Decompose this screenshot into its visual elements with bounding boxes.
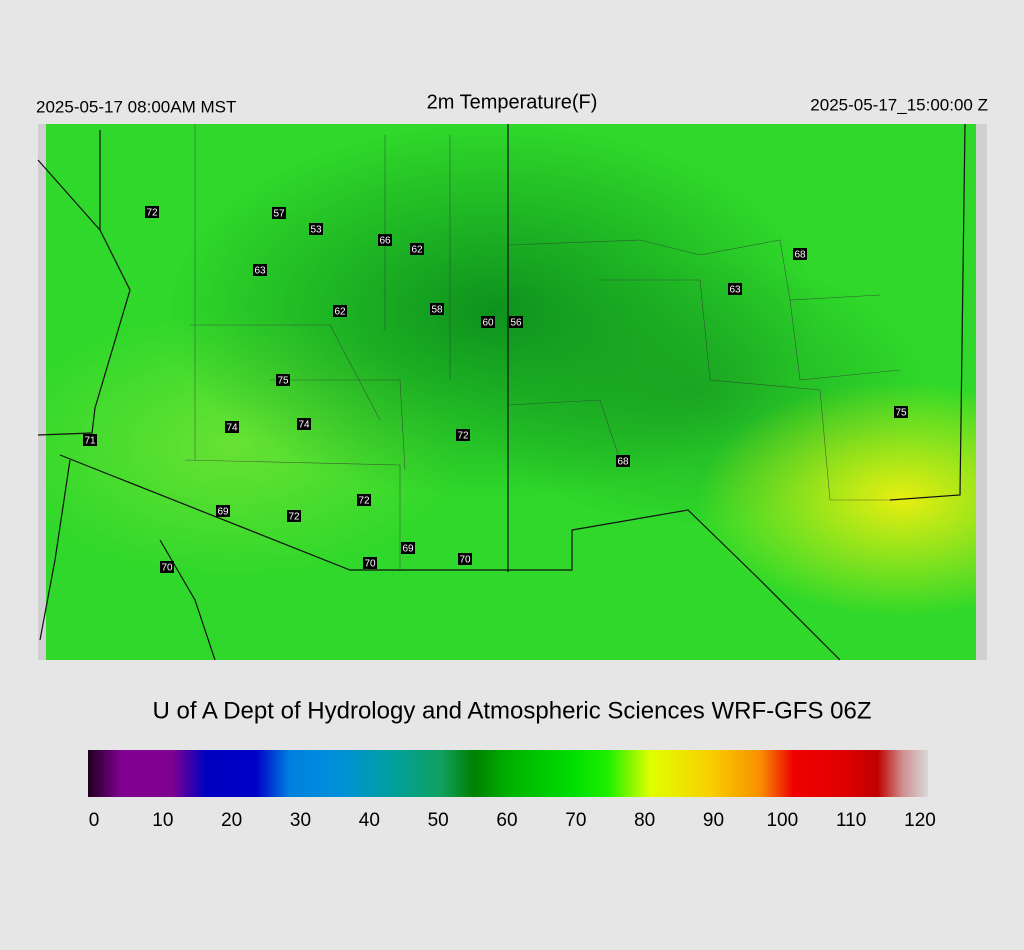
station-value: 69 — [402, 544, 414, 555]
station-value: 68 — [617, 457, 629, 468]
colorbar-tick-label: 120 — [904, 810, 936, 831]
valid-time-utc: 2025-05-17_15:00:00 Z — [810, 95, 988, 114]
station-box — [410, 243, 424, 255]
station-box — [225, 421, 239, 433]
station-box — [272, 207, 286, 219]
station-value: 74 — [298, 420, 310, 431]
station-box — [297, 418, 311, 430]
colorbar-tick-label: 110 — [836, 810, 866, 831]
station-value: 75 — [277, 376, 289, 387]
colorbar-tick-label: 0 — [89, 810, 100, 831]
station-box — [481, 316, 495, 328]
station-box — [216, 505, 230, 517]
station-box — [793, 248, 807, 260]
station-value: 75 — [895, 408, 907, 419]
state-borders — [37, 123, 966, 661]
station-box — [276, 374, 290, 386]
station-box — [333, 305, 347, 317]
colorbar — [88, 750, 928, 797]
colorbar-tick-label: 100 — [766, 810, 798, 831]
station-value: 70 — [459, 555, 471, 566]
station-box — [458, 553, 472, 565]
station-box — [309, 223, 323, 235]
station-box — [401, 542, 415, 554]
station-box — [145, 206, 159, 218]
station-box — [378, 234, 392, 246]
station-value: 57 — [273, 209, 285, 220]
station-value: 60 — [482, 318, 494, 329]
station-value: 63 — [254, 266, 266, 277]
station-box — [363, 557, 377, 569]
station-box — [509, 316, 523, 328]
colorbar-tick-label: 50 — [428, 810, 449, 831]
station-value: 70 — [364, 559, 376, 570]
station-box — [357, 494, 371, 506]
colorbar-tick-label: 90 — [703, 810, 724, 831]
colorbar-tick-label: 10 — [152, 810, 173, 831]
map-area: 72 57 53 66 62 63 62 58 60 56 68 63 75 74 74 72 71 68 75 72… — [37, 123, 987, 661]
station-box — [616, 455, 630, 467]
colorbar-tick-label: 70 — [565, 810, 586, 831]
station-box — [83, 434, 97, 446]
station-value: 66 — [379, 236, 391, 247]
colorbar-tick-label: 80 — [634, 810, 655, 831]
valid-time-local: 2025-05-17 08:00AM MST — [36, 97, 236, 116]
station-box — [287, 510, 301, 522]
station-value: 71 — [84, 436, 96, 447]
station-box — [456, 429, 470, 441]
station-value: 72 — [457, 431, 469, 442]
station-value: 72 — [146, 208, 158, 219]
station-value: 62 — [411, 245, 423, 256]
station-box — [894, 406, 908, 418]
colorbar-tick-label: 60 — [496, 810, 517, 831]
station-value: 68 — [794, 250, 806, 261]
credit: U of A Dept of Hydrology and Atmospheric… — [153, 697, 872, 724]
station-value: 74 — [226, 423, 238, 434]
station-box — [160, 561, 174, 573]
station-value: 56 — [510, 318, 522, 329]
station-box — [253, 264, 267, 276]
station-value: 63 — [729, 285, 741, 296]
colorbar-tick-label: 40 — [359, 810, 380, 831]
station-value: 53 — [310, 225, 322, 236]
station-labels: 72 57 53 66 62 63 62 58 60 56 68 63 75 74 74 72 71 68 75 72… — [83, 206, 908, 574]
map-title: 2m Temperature(F) — [427, 91, 598, 113]
station-value: 62 — [334, 307, 346, 318]
station-value: 72 — [288, 512, 300, 523]
colorbar-tick-label: 30 — [290, 810, 311, 831]
field-shade — [46, 124, 976, 660]
station-value: 58 — [431, 305, 443, 316]
station-value: 69 — [217, 507, 229, 518]
station-value: 72 — [358, 496, 370, 507]
county-borders — [184, 124, 901, 570]
colorbar-tick-label: 20 — [221, 810, 242, 831]
colorbar-ticks: 0 10 20 30 40 50 60 70 80 90 100 110 120 — [89, 810, 936, 831]
station-value: 70 — [161, 563, 173, 574]
station-box — [728, 283, 742, 295]
station-box — [430, 303, 444, 315]
